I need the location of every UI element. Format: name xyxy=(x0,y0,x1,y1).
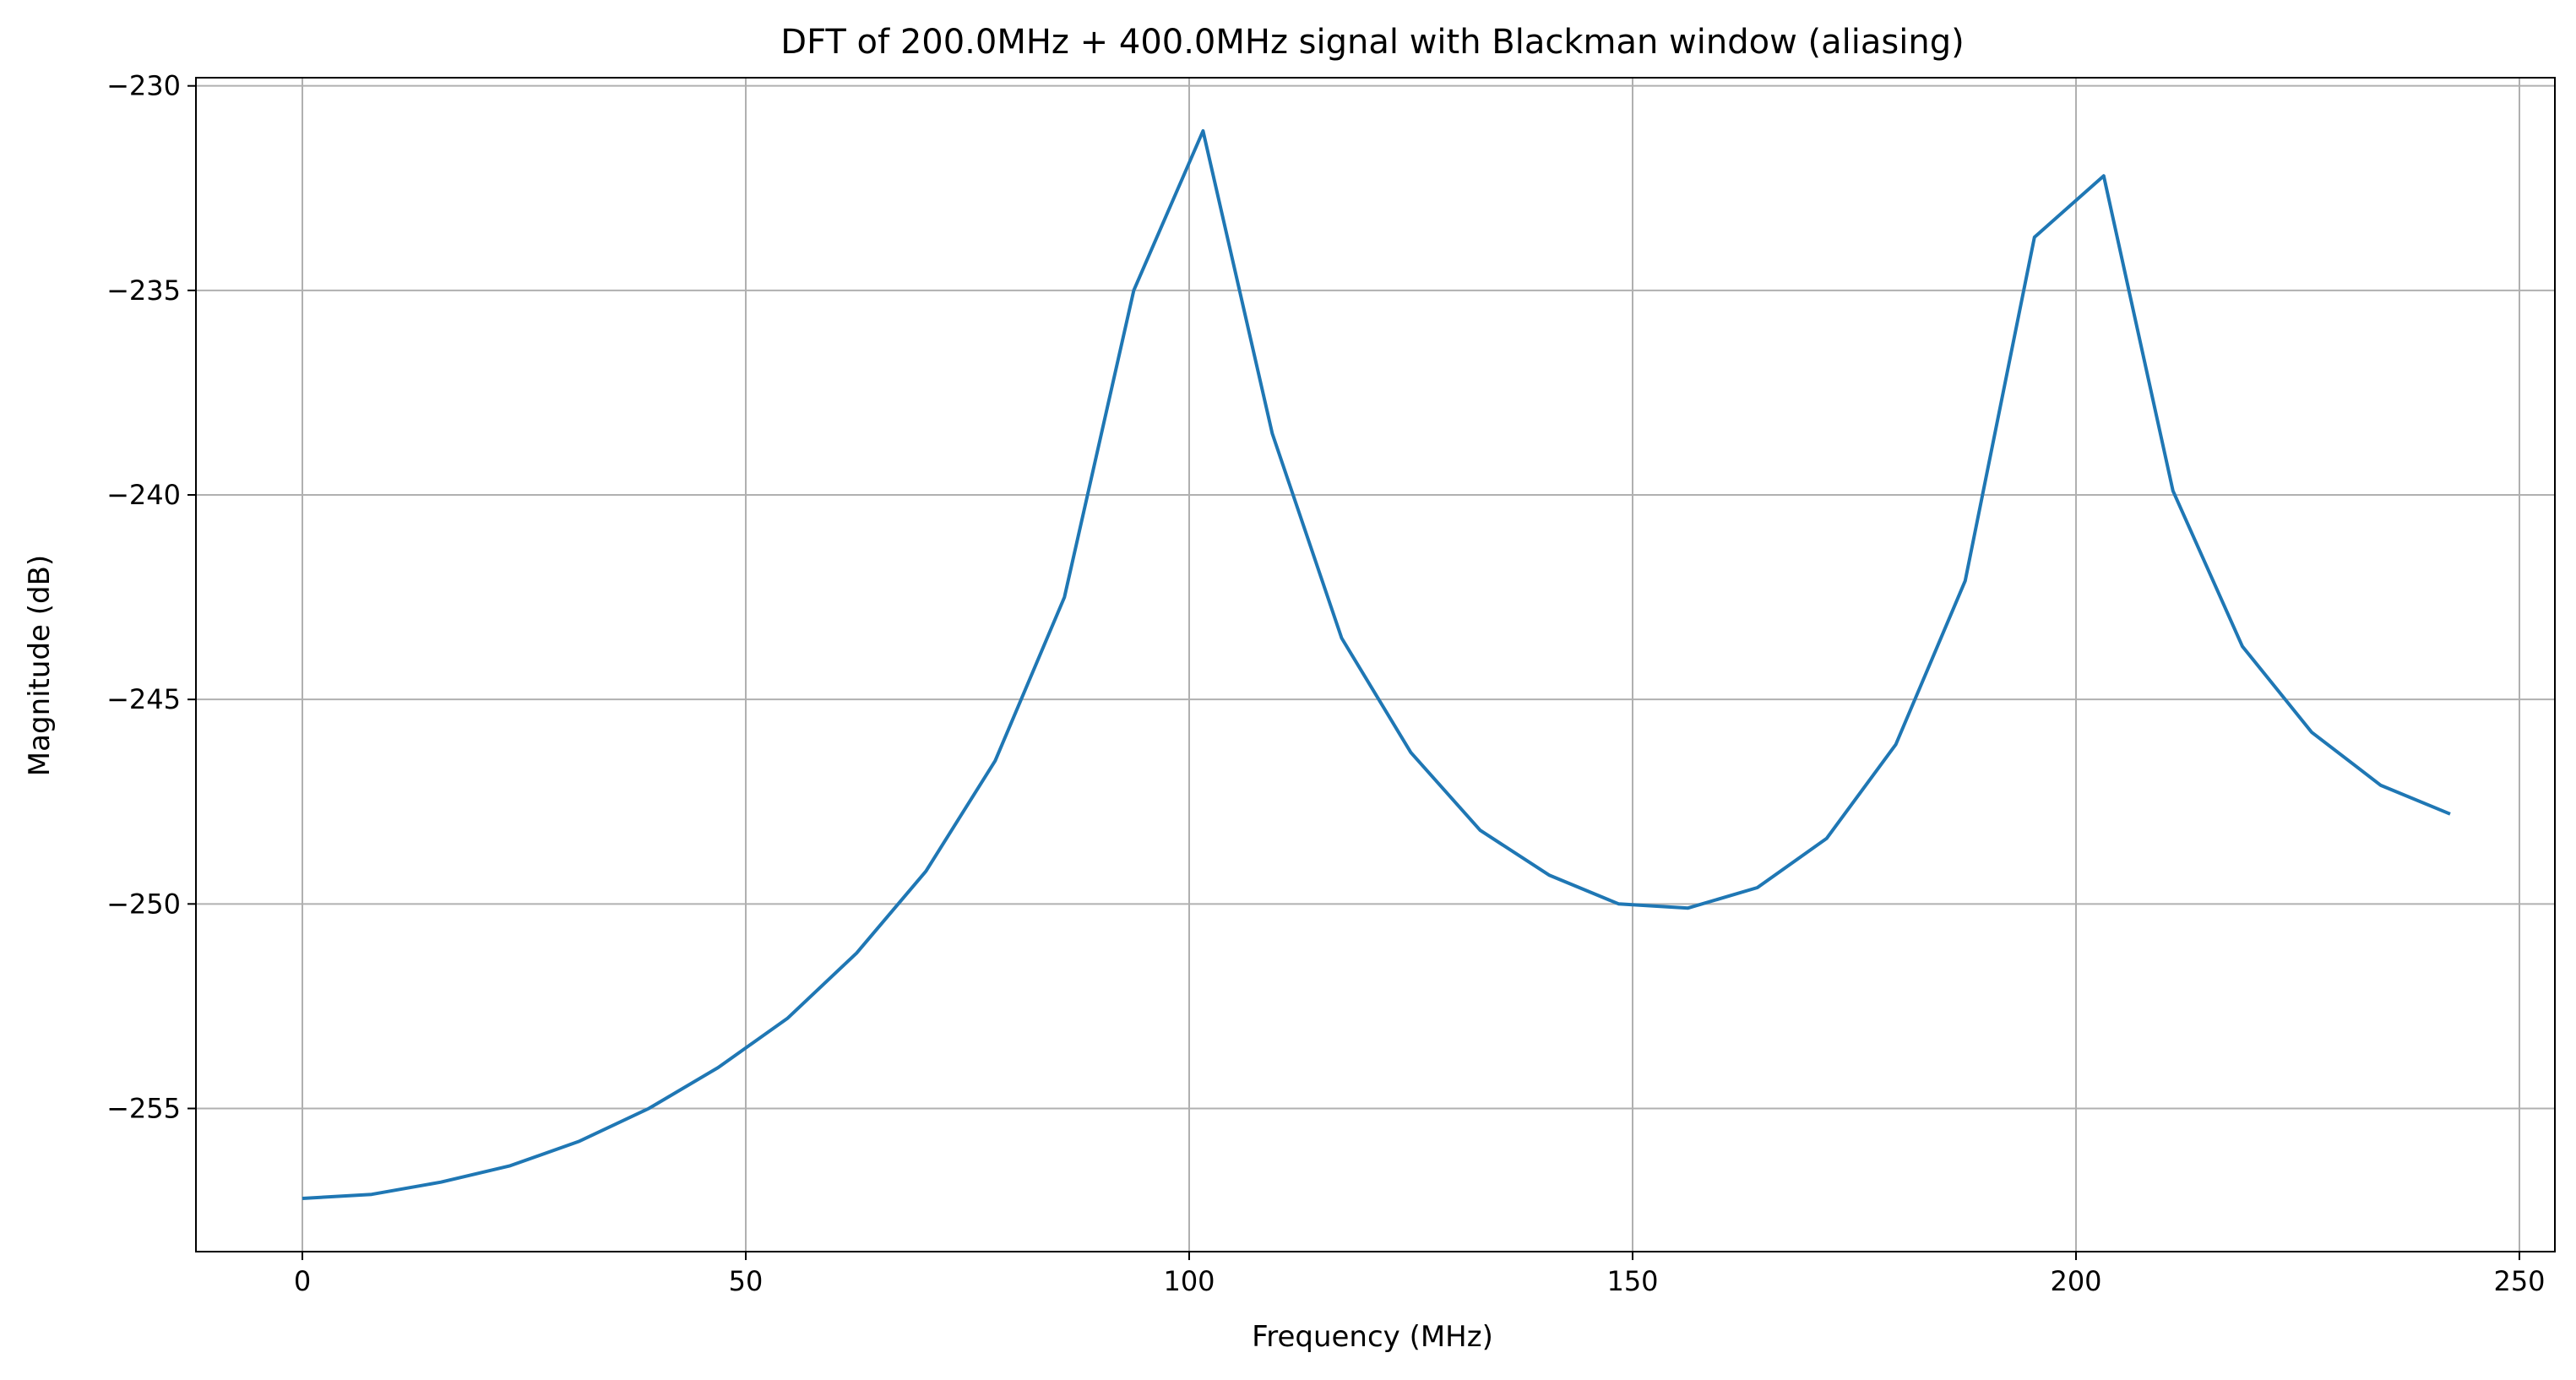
series-line xyxy=(302,129,2451,1200)
x-axis-label: Frequency (MHz) xyxy=(1252,1320,1493,1354)
x-tick-label: 150 xyxy=(1606,1265,1658,1297)
x-tick-label: 50 xyxy=(729,1265,764,1297)
chart-title: DFT of 200.0MHz + 400.0MHz signal with B… xyxy=(780,23,1964,62)
x-tick-label: 100 xyxy=(1163,1265,1215,1297)
y-tick-label: −230 xyxy=(106,70,181,102)
y-tick-label: −235 xyxy=(106,274,181,307)
series-layer xyxy=(302,129,2451,1200)
y-axis-label: Magnitude (dB) xyxy=(23,555,57,776)
x-tick-label: 200 xyxy=(2050,1265,2101,1297)
y-tick-label: −240 xyxy=(106,479,181,511)
x-tick-label: 250 xyxy=(2493,1265,2545,1297)
y-tick-label: −250 xyxy=(106,888,181,920)
plot-frame xyxy=(195,77,2556,1252)
y-tick-label: −255 xyxy=(106,1092,181,1124)
axis-ticks: 0 50 100 150 200 250 −230 −235 −240 −245 −250 −255 xyxy=(106,70,2545,1297)
y-tick-label: −245 xyxy=(106,683,181,715)
grid-lines xyxy=(196,78,2555,1252)
x-tick-label: 0 xyxy=(294,1265,311,1297)
